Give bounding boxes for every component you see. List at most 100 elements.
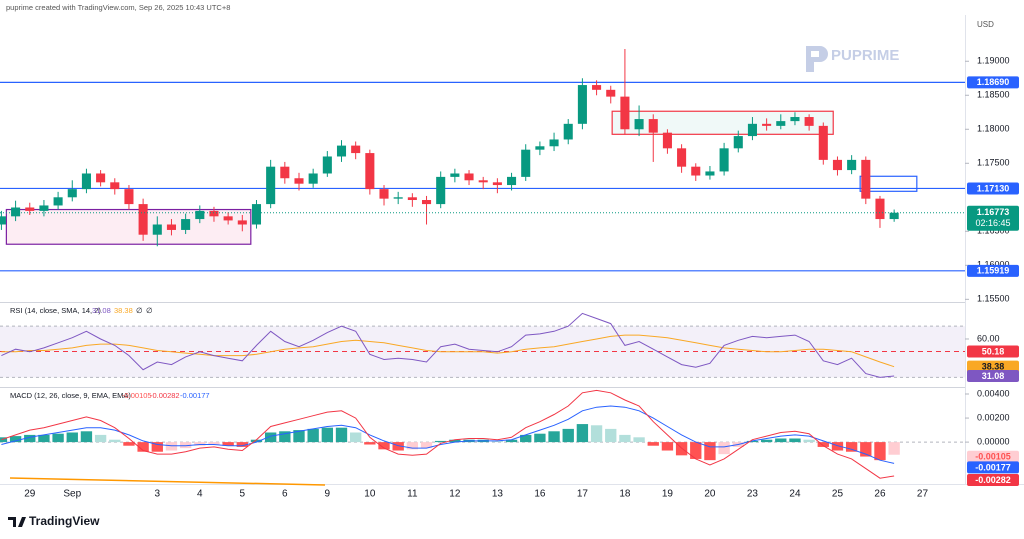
candle-body: [776, 121, 786, 126]
candle-body: [336, 145, 347, 157]
candle-body: [464, 173, 474, 181]
caption: puprime created with TradingView.com, Se…: [6, 3, 230, 12]
x-tick-label: 29: [24, 489, 36, 500]
y-tick-label: 0.00000: [977, 436, 1010, 446]
rsi-line: [1, 312, 895, 378]
macd-line: [1, 389, 895, 479]
histogram-bar: [151, 442, 163, 452]
macd-line: [1, 405, 895, 464]
candle-body: [209, 210, 219, 217]
indicator-value: 38.38: [114, 306, 133, 315]
candle-body: [138, 204, 148, 235]
candle-body: [648, 119, 658, 133]
histogram-bar: [80, 431, 93, 443]
candle-body: [691, 166, 701, 176]
countdown: 02:16:45: [975, 218, 1010, 228]
level-label-box: [967, 76, 1019, 89]
candle-body: [251, 204, 262, 225]
level-label-box: [967, 264, 1019, 277]
candle-body: [436, 176, 446, 205]
x-tick-label: 4: [197, 489, 203, 500]
candle-body: [407, 197, 417, 201]
histogram-bar: [137, 442, 149, 452]
candle-body: [634, 119, 644, 130]
x-tick-label: 10: [364, 489, 376, 500]
histogram-bar: [364, 442, 376, 445]
histogram-bar: [690, 442, 702, 459]
x-tick-label: 9: [325, 489, 331, 500]
candle-body: [308, 173, 318, 184]
indicator-title: RSI (14, close, SMA, 14, 2): [10, 306, 101, 315]
candle-body: [25, 207, 35, 211]
candle-body: [747, 123, 757, 137]
histogram-bar: [24, 434, 36, 443]
candle-body: [875, 198, 885, 220]
candle-body: [237, 220, 247, 225]
histogram-bar: [633, 437, 645, 443]
y-tick-label: 1.17500: [977, 158, 1010, 168]
last-price-box: [967, 205, 1019, 231]
macd-value-label: -0.00282: [975, 475, 1011, 485]
histogram-bar: [860, 442, 872, 457]
currency: USD: [977, 20, 994, 29]
histogram-bar: [590, 425, 603, 443]
x-tick-label: 16: [534, 489, 546, 500]
candle-body: [478, 180, 488, 183]
x-tick-label: 3: [155, 489, 161, 500]
candle-body: [832, 159, 843, 171]
level-label: 1.18690: [977, 77, 1010, 87]
indicator-value: 31.08: [92, 306, 111, 315]
histogram-bar: [165, 442, 178, 451]
brand-logo: PUPRIME: [806, 46, 899, 72]
candle-body: [11, 207, 21, 217]
drawing-line: [9, 477, 326, 486]
histogram-bar: [505, 439, 518, 443]
x-tick-label: 11: [407, 489, 418, 500]
y-tick-label: 1.19000: [977, 56, 1010, 66]
macd-value-label-box: [967, 474, 1019, 487]
histogram-bar: [718, 442, 730, 455]
histogram-bar: [661, 442, 674, 451]
y-tick-label: 1.18500: [977, 90, 1010, 100]
candle-body: [181, 219, 191, 230]
histogram-bar: [350, 432, 362, 443]
candle-body: [223, 216, 233, 221]
candle-body: [719, 148, 729, 172]
candle-body: [81, 173, 91, 190]
y-tick-label: 1.16000: [977, 260, 1010, 270]
histogram-bar: [378, 442, 390, 450]
candle-body: [705, 171, 715, 176]
candle-body: [195, 210, 205, 220]
candle-body: [110, 182, 120, 190]
x-tick-label: 27: [917, 489, 929, 500]
histogram-bar: [194, 442, 206, 446]
candle-body: [818, 125, 828, 160]
candle-body: [521, 149, 531, 177]
zone: [859, 175, 918, 192]
histogram-bar: [94, 434, 107, 443]
rsi-line: [1, 334, 895, 368]
level-label-box: [967, 182, 1019, 195]
y-tick-label: 0.00200: [977, 412, 1010, 422]
candle-body: [124, 189, 134, 205]
candle-body: [379, 189, 389, 199]
candle-body: [889, 212, 899, 220]
candle-body: [280, 166, 290, 179]
candle-body: [733, 136, 743, 149]
histogram-bar: [647, 442, 659, 446]
candle-body: [577, 85, 587, 124]
histogram-bar: [803, 439, 815, 443]
histogram-bar: [9, 436, 22, 443]
candle-body: [67, 189, 77, 198]
candle-body: [620, 96, 630, 130]
zone: [611, 110, 834, 135]
y-tick-label: 1.18000: [977, 124, 1010, 134]
band-value-label-box: [967, 345, 1019, 358]
histogram-bar: [420, 442, 433, 449]
histogram-bar: [874, 442, 886, 461]
candle-body: [861, 159, 871, 199]
histogram-bar: [66, 432, 78, 443]
footer-icon: [8, 517, 26, 527]
